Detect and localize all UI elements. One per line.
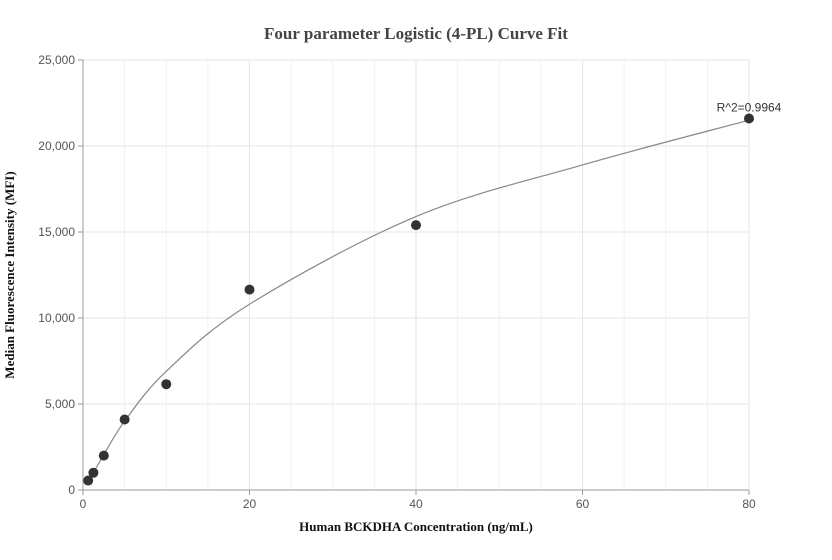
x-tick-labels: 0 20 40 60 80 bbox=[80, 497, 756, 511]
data-point bbox=[119, 414, 130, 425]
fit-curve-line bbox=[87, 119, 750, 482]
x-tick-label: 0 bbox=[80, 497, 87, 511]
x-tick-label: 20 bbox=[243, 497, 257, 511]
data-point bbox=[411, 220, 421, 231]
data-point bbox=[88, 467, 99, 478]
y-tick-label: 5,000 bbox=[45, 397, 75, 411]
chart-title: Four parameter Logistic (4-PL) Curve Fit bbox=[264, 24, 568, 43]
grid-major bbox=[83, 59, 750, 490]
data-point bbox=[244, 284, 255, 295]
axes bbox=[78, 59, 750, 495]
y-tick-label: 25,000 bbox=[38, 53, 75, 67]
data-point bbox=[98, 450, 109, 461]
data-point bbox=[161, 379, 172, 390]
y-tick-label: 20,000 bbox=[38, 139, 75, 153]
y-tick-label: 15,000 bbox=[38, 225, 75, 239]
data-point bbox=[744, 113, 754, 124]
x-tick-label: 80 bbox=[742, 497, 756, 511]
x-axis-label: Human BCKDHA Concentration (ng/mL) bbox=[299, 519, 533, 534]
x-tick-label: 60 bbox=[576, 497, 590, 511]
fit-curve-layer bbox=[87, 119, 750, 482]
y-tick-label: 0 bbox=[68, 483, 75, 497]
r-squared-annotation: R^2=0.9964 bbox=[717, 100, 782, 114]
x-tick-label: 40 bbox=[409, 497, 423, 511]
y-axis-label: Median Fluorescence Intensity (MFI) bbox=[2, 171, 17, 378]
y-tick-label: 10,000 bbox=[38, 311, 75, 325]
data-points-layer bbox=[83, 113, 754, 486]
data-point bbox=[83, 475, 94, 486]
y-tick-labels: 0 5,000 10,000 15,000 20,000 25,000 bbox=[38, 53, 75, 497]
